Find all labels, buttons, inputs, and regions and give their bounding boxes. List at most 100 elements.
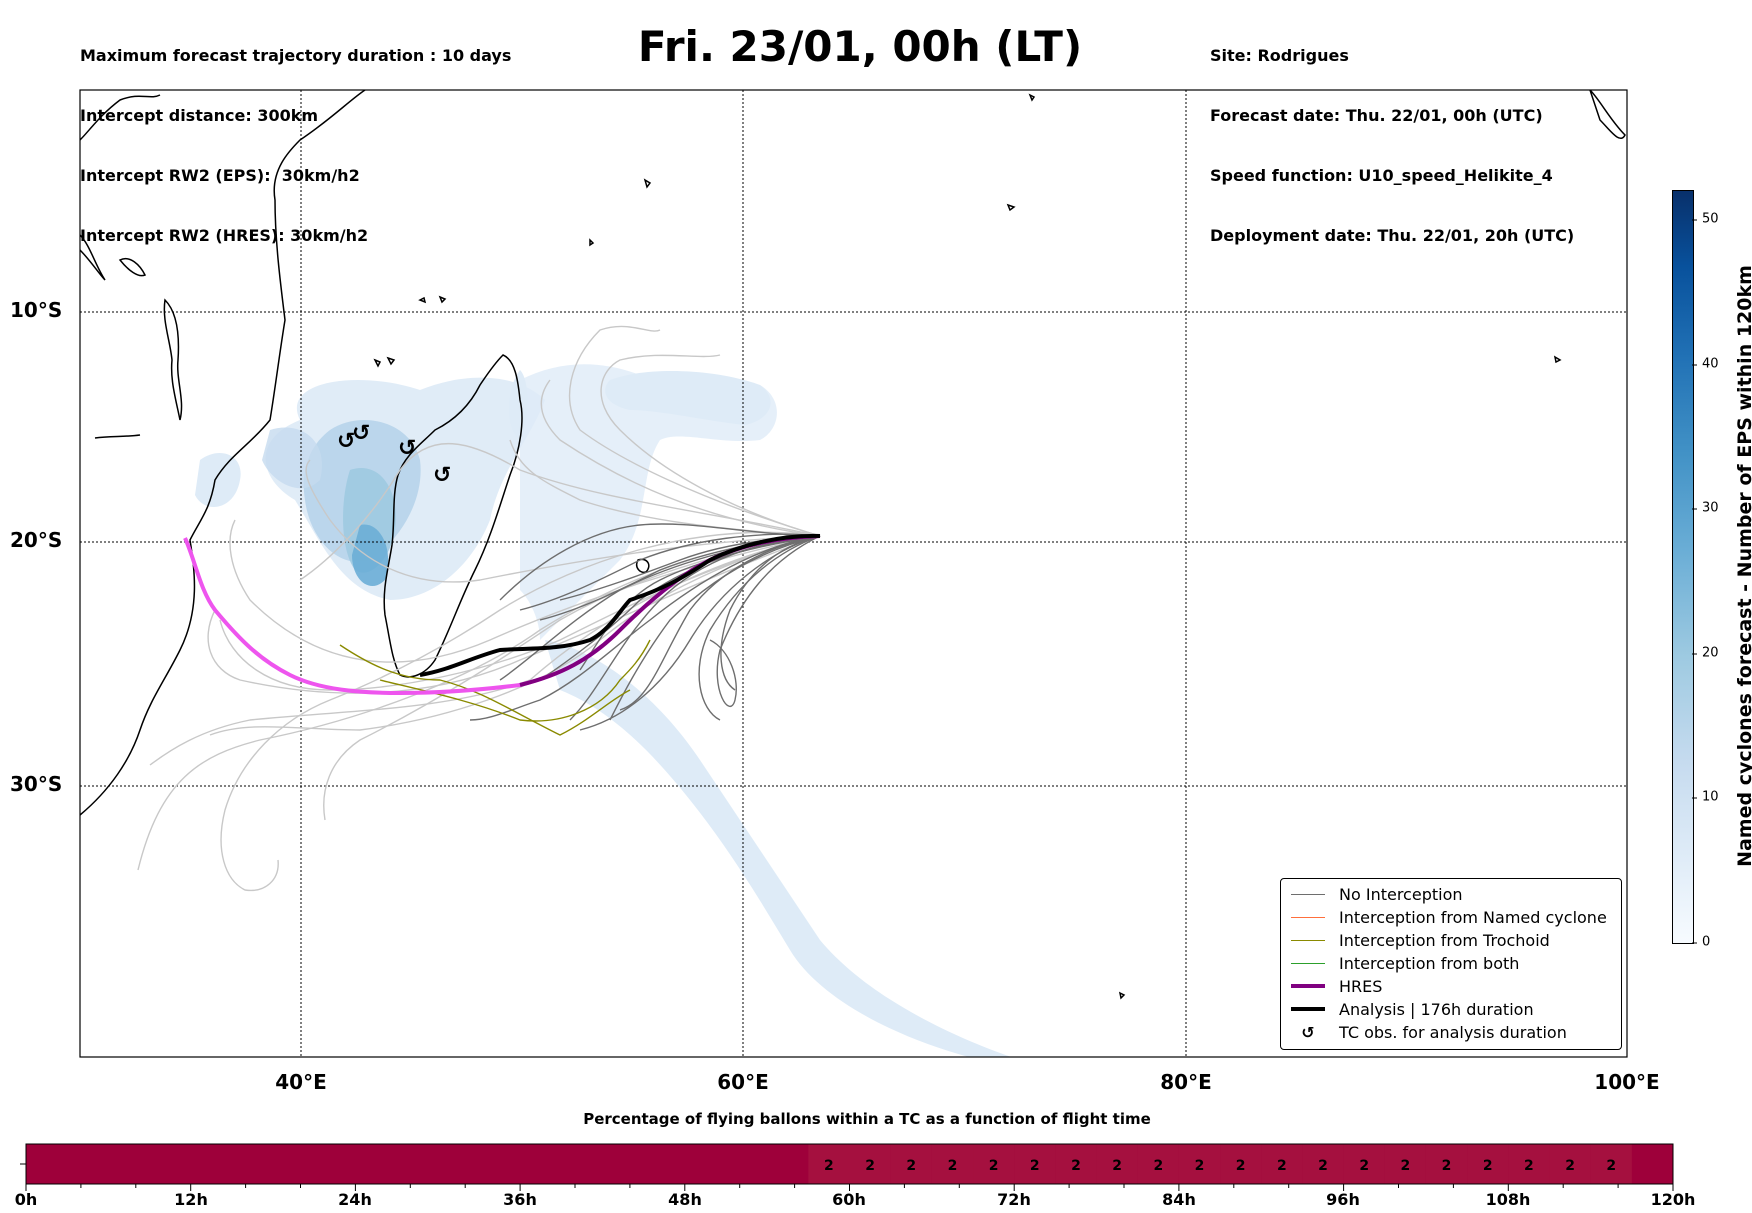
legend-swatch <box>1291 939 1325 941</box>
flight-time-bin <box>890 1144 932 1184</box>
time-tick-label: 0h <box>14 1190 38 1209</box>
max-duration-text: Maximum forecast trajectory duration : 1… <box>80 46 512 65</box>
legend-item-no-interception: No Interception <box>1281 883 1463 905</box>
legend-item-trochoid: Interception from Trochoid <box>1281 929 1550 951</box>
header-left: Maximum forecast trajectory duration : 1… <box>80 6 511 266</box>
flight-time-bin-label: 2 <box>1524 1158 1534 1174</box>
colorbar-tick: 10 <box>1692 790 1719 805</box>
intercept-eps-text: Intercept RW2 (EPS): 30km/h2 <box>80 166 360 185</box>
flight-time-bin-label: 2 <box>865 1158 875 1174</box>
legend-item-tc-obs: ↺ TC obs. for analysis duration <box>1281 1021 1567 1043</box>
legend-item-both: Interception from both <box>1281 952 1519 974</box>
intercept-distance-text: Intercept distance: 300km <box>80 106 319 125</box>
time-tick-label: 96h <box>1326 1190 1360 1209</box>
lon-label-100e: 100°E <box>1594 1070 1660 1094</box>
flight-time-bin <box>808 1144 850 1184</box>
flight-time-bin-label: 2 <box>1195 1158 1205 1174</box>
flight-time-bin <box>1425 1144 1468 1184</box>
legend-swatch <box>1291 916 1325 918</box>
legend-item-hres: HRES <box>1281 975 1382 997</box>
colorbar-tick: 0 <box>1691 935 1710 950</box>
flight-time-bin <box>1467 1144 1509 1184</box>
analysis-track <box>419 533 821 677</box>
tc-observations: ↺ ↺ ↺ ↺ <box>337 421 451 488</box>
flight-time-bin-label: 2 <box>1359 1158 1369 1174</box>
time-tick-label: 24h <box>338 1190 372 1209</box>
flight-time-bin-label: 2 <box>1318 1158 1328 1174</box>
cyclone-icon: ↺ <box>352 421 370 446</box>
flight-time-bin <box>1508 1144 1550 1184</box>
flight-time-bin <box>1302 1144 1344 1184</box>
lat-label-30s: 30°S <box>10 772 63 796</box>
colorbar <box>1672 190 1694 944</box>
flight-time-bin-label: 2 <box>1277 1158 1287 1174</box>
flight-time-bin-label: 2 <box>1071 1158 1081 1174</box>
cyclone-icon: ↺ <box>337 429 355 454</box>
flight-time-bin-label: 2 <box>1606 1158 1616 1174</box>
legend-item-analysis: Analysis | 176h duration <box>1281 998 1534 1020</box>
flight-time-bin <box>1220 1144 1262 1184</box>
bottom-bar-title: Percentage of flying ballons within a TC… <box>583 1110 1151 1128</box>
lon-label-40e: 40°E <box>275 1070 327 1094</box>
eps-tracks-light <box>137 325 821 892</box>
flight-time-bin-label: 2 <box>989 1158 999 1174</box>
map-legend: No Interception Interception from Named … <box>1280 878 1622 1050</box>
flight-time-bin <box>1178 1144 1221 1184</box>
flight-time-bin <box>1096 1144 1138 1184</box>
coastline-layer <box>80 90 1626 1000</box>
legend-label: Interception from both <box>1339 953 1520 973</box>
time-tick-label: 48h <box>668 1190 702 1209</box>
site-text: Site: Rodrigues <box>1210 46 1349 65</box>
flight-time-bin <box>973 1144 1015 1184</box>
flight-time-bin-label: 2 <box>1400 1158 1410 1174</box>
colorbar-tick: 20 <box>1692 646 1719 661</box>
legend-swatch <box>1291 893 1325 895</box>
legend-label: HRES <box>1339 976 1383 996</box>
page-title: Fri. 23/01, 00h (LT) <box>637 22 1083 71</box>
flight-time-bin-label: 2 <box>1112 1158 1122 1174</box>
flight-time-bin <box>849 1144 891 1184</box>
legend-item-named-cyclone: Interception from Named cyclone <box>1281 906 1607 928</box>
flight-time-bin-label: 2 <box>948 1158 958 1174</box>
deployment-date-text: Deployment date: Thu. 22/01, 20h (UTC) <box>1210 226 1575 245</box>
flight-time-bin-label: 2 <box>1483 1158 1493 1174</box>
flight-time-bin-label: 2 <box>824 1158 834 1174</box>
header-right: Site: Rodrigues Forecast date: Thu. 22/0… <box>1210 6 1574 266</box>
colorbar-tick: 30 <box>1692 501 1719 516</box>
flight-time-bin-label: 2 <box>1030 1158 1040 1174</box>
flight-time-bin-label: 2 <box>1236 1158 1246 1174</box>
flight-time-bin <box>931 1144 974 1184</box>
flight-time-bin <box>1343 1144 1385 1184</box>
flight-time-bin <box>1590 1144 1632 1184</box>
flight-time-bin <box>1549 1144 1591 1184</box>
legend-label: TC obs. for analysis duration <box>1339 1022 1567 1042</box>
legend-swatch <box>1291 1007 1325 1011</box>
lon-label-60e: 60°E <box>717 1070 769 1094</box>
lon-label-80e: 80°E <box>1160 1070 1212 1094</box>
flight-time-bin <box>1137 1144 1179 1184</box>
flight-time-bin <box>1055 1144 1097 1184</box>
legend-label: Interception from Trochoid <box>1339 930 1550 950</box>
legend-swatch <box>1291 962 1325 964</box>
flight-time-bin-label: 2 <box>1442 1158 1452 1174</box>
forecast-date-text: Forecast date: Thu. 22/01, 00h (UTC) <box>1210 106 1543 125</box>
legend-label: Analysis | 176h duration <box>1339 999 1534 1019</box>
flight-time-bin-label: 2 <box>906 1158 916 1174</box>
colorbar-tick: 50 <box>1692 212 1719 227</box>
time-tick-label: 60h <box>832 1190 866 1209</box>
map-frame <box>79 89 1628 1058</box>
cyclone-icon: ↺ <box>398 436 416 461</box>
colorbar-tick: 40 <box>1692 357 1719 372</box>
time-tick-label: 120h <box>1650 1190 1696 1209</box>
flight-time-bin <box>1384 1144 1426 1184</box>
speed-function-text: Speed function: U10_speed_Helikite_4 <box>1210 166 1553 185</box>
cyclone-icon: ↺ <box>1301 1022 1315 1042</box>
legend-swatch <box>1291 984 1325 988</box>
lat-label-10s: 10°S <box>10 298 63 322</box>
intercept-hres-text: Intercept RW2 (HRES): 30km/h2 <box>80 226 369 245</box>
flight-time-bin <box>1261 1144 1303 1184</box>
time-tick-label: 36h <box>503 1190 537 1209</box>
cyclone-icon: ↺ <box>433 463 451 488</box>
